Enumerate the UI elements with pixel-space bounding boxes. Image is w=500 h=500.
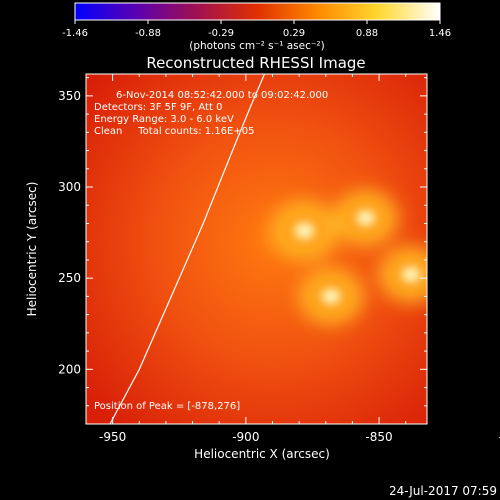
- colorbar: [74, 2, 441, 21]
- y-tick-label: 300: [58, 180, 81, 194]
- colorbar-tick-label: 0.29: [283, 28, 305, 39]
- y-tick-label: 200: [58, 362, 81, 376]
- x-tick-label: -800: [499, 430, 500, 444]
- y-axis-label: Heliocentric Y (arcsec): [25, 182, 39, 317]
- solar-limb-curve: [109, 74, 266, 424]
- annotation-detectors: Detectors: 3F 5F 9F, Att 0: [94, 102, 222, 113]
- x-tick-label: -850: [365, 430, 392, 444]
- x-axis-label: Heliocentric X (arcsec): [194, 447, 330, 461]
- y-tick-label: 350: [58, 89, 81, 103]
- chart-title: Reconstructed RHESSI Image: [146, 54, 365, 72]
- peak-position-label: Position of Peak = [-878,276]: [94, 401, 240, 412]
- colorbar-tick-label: -1.46: [62, 28, 88, 39]
- source-core: [309, 278, 353, 314]
- plot-frame: [85, 73, 428, 425]
- x-tick-label: -950: [99, 430, 126, 444]
- annotation-energy-range: Energy Range: 3.0 - 6.0 keV: [94, 114, 234, 125]
- heatmap-image: [86, 74, 427, 424]
- x-tick-label: -900: [232, 430, 259, 444]
- annotation-clean-counts: Clean Total counts: 1.16E+05: [94, 126, 254, 137]
- colorbar-tick-label: -0.88: [135, 28, 161, 39]
- source-core: [281, 212, 327, 250]
- source-core: [344, 200, 387, 236]
- colorbar-unit-label: (photons cm⁻² s⁻¹ asec⁻²): [189, 40, 324, 52]
- colorbar-tick-label: 0.88: [356, 28, 378, 39]
- footer-timestamp: 24-Jul-2017 07:59: [389, 484, 497, 498]
- colorbar-tick-label: 1.46: [429, 28, 451, 39]
- annotation-time-range: 6-Nov-2014 08:52:42.000 to 09:02:42.000: [116, 90, 328, 101]
- colorbar-tick-label: -0.29: [208, 28, 234, 39]
- axis-ticks: -950 -900 -850 -800 200 250 300 350: [58, 74, 500, 444]
- colorbar-ticks: -1.46 -0.88 -0.29 0.29 0.88 1.46: [62, 20, 451, 39]
- y-tick-label: 250: [58, 271, 81, 285]
- source-core: [389, 257, 427, 293]
